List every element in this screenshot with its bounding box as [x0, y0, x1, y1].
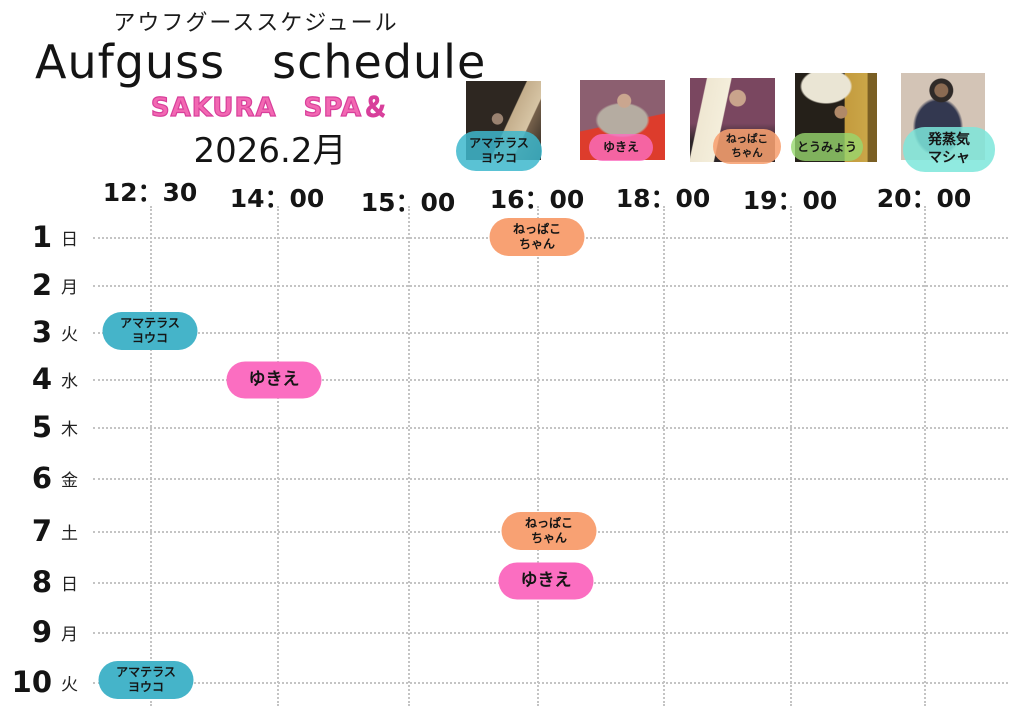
- grid-vline: [408, 206, 410, 706]
- day-row-2: 2 月: [10, 266, 90, 304]
- day-number: 9: [31, 615, 52, 649]
- grid-vline: [924, 206, 926, 706]
- staff-name-line: ヨウコ: [480, 151, 517, 165]
- day-row-10: 10 火: [10, 663, 90, 701]
- subtitle-japanese: アウフグーススケジュール: [113, 11, 399, 36]
- day-row-5: 5 木: [10, 408, 90, 446]
- day-number: 5: [31, 410, 52, 444]
- grid-vline: [150, 206, 152, 706]
- grid-hline: [93, 332, 1008, 334]
- event-staff-line: ヨウコ: [127, 680, 164, 694]
- grid-hline: [93, 478, 1008, 480]
- staff-name-badge: アマテラス ヨウコ: [456, 131, 542, 171]
- day-row-6: 6 金: [10, 459, 90, 497]
- schedule-month: 2026.2月: [193, 131, 347, 171]
- staff-name-badge: ねっぱこ ちゃん: [713, 129, 781, 164]
- event-staff-line: ねっぱこ: [512, 222, 561, 236]
- brand-name: SAKURA SPA＆: [150, 92, 390, 123]
- day-number: 7: [31, 514, 52, 548]
- day-of-week: 水: [61, 371, 78, 392]
- staff-name-line: とうみょう: [796, 139, 857, 154]
- grid-hline: [93, 632, 1008, 634]
- grid-hline: [93, 379, 1008, 381]
- event-staff-line: ゆきえ: [520, 570, 572, 591]
- day-of-week: 火: [61, 674, 78, 695]
- grid-vline: [663, 206, 665, 706]
- day-of-week: 月: [61, 277, 78, 298]
- staff-name-line: マシャ: [928, 149, 970, 166]
- staff-name-badge: ゆきえ: [589, 134, 653, 161]
- day-of-week: 土: [61, 523, 78, 544]
- staff-name-badge: 発蒸気 マシャ: [903, 127, 995, 172]
- day-of-week: 金: [61, 470, 78, 491]
- grid-hline: [93, 285, 1008, 287]
- day-of-week: 月: [61, 624, 78, 645]
- page-title: Aufguss schedule: [35, 35, 487, 89]
- event-day8-1600-yukie: ゆきえ: [498, 562, 594, 600]
- staff-name-line: ゆきえ: [602, 140, 639, 154]
- day-row-9: 9 月: [10, 613, 90, 651]
- event-staff-line: ゆきえ: [248, 369, 300, 390]
- day-number: 3: [31, 315, 52, 349]
- day-row-8: 8 日: [10, 563, 90, 601]
- day-row-1: 1 日: [10, 218, 90, 256]
- day-number: 8: [31, 565, 52, 599]
- staff-name-line: ねっぱこ: [726, 133, 768, 146]
- day-row-3: 3 火: [10, 313, 90, 351]
- event-day4-1400-yukie: ゆきえ: [226, 361, 322, 399]
- day-number: 4: [31, 362, 52, 396]
- day-of-week: 日: [61, 229, 78, 250]
- event-day10-1230-amaterasu: アマテラス ヨウコ: [98, 661, 194, 699]
- day-number: 1: [31, 220, 52, 254]
- event-staff-line: アマテラス: [120, 316, 180, 330]
- staff-name-line: 発蒸気: [928, 132, 970, 148]
- day-number: 10: [11, 665, 52, 699]
- day-of-week: 火: [61, 324, 78, 345]
- day-number: 2: [31, 268, 52, 302]
- grid-vline: [790, 206, 792, 706]
- day-row-4: 4 水: [10, 360, 90, 398]
- grid-vline: [537, 206, 539, 706]
- staff-name-badge: とうみょう: [791, 133, 863, 161]
- event-staff-line: アマテラス: [116, 665, 176, 679]
- event-staff-line: ヨウコ: [131, 331, 168, 345]
- event-staff-line: ちゃん: [530, 531, 567, 545]
- day-of-week: 日: [61, 574, 78, 595]
- time-header-1230: 12：30: [102, 178, 198, 207]
- day-number: 6: [31, 461, 52, 495]
- event-day7-1600-neppako: ねっぱこ ちゃん: [501, 512, 597, 550]
- staff-photo-neppako: [690, 78, 775, 162]
- staff-name-line: アマテラス: [469, 136, 529, 150]
- day-row-7: 7 土: [10, 512, 90, 550]
- grid-hline: [93, 682, 1008, 684]
- event-staff-line: ちゃん: [518, 237, 555, 251]
- event-day1-1600-neppako: ねっぱこ ちゃん: [489, 218, 585, 256]
- grid-hline: [93, 427, 1008, 429]
- grid-vline: [277, 206, 279, 706]
- day-of-week: 木: [61, 419, 78, 440]
- staff-name-line: ちゃん: [731, 146, 763, 159]
- event-staff-line: ねっぱこ: [524, 516, 573, 530]
- event-day3-1230-amaterasu: アマテラス ヨウコ: [102, 312, 198, 350]
